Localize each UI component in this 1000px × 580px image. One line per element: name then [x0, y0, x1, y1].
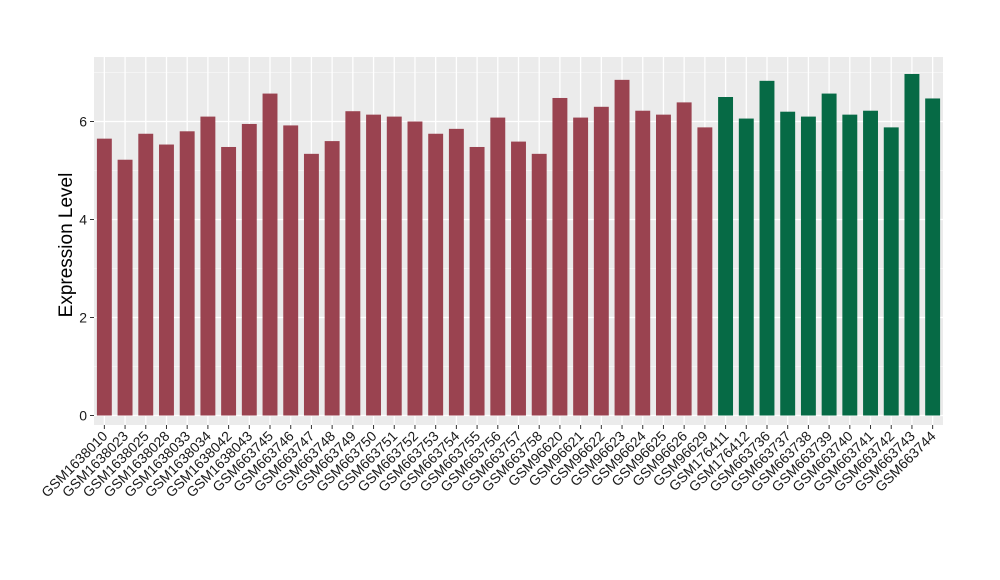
- bar: [593, 106, 609, 416]
- bar: [283, 125, 299, 416]
- bar: [656, 114, 671, 416]
- bar: [552, 97, 568, 416]
- bar: [138, 133, 154, 416]
- bar: [303, 153, 319, 416]
- bar: [366, 114, 381, 416]
- bar: [448, 128, 464, 416]
- bar: [262, 93, 278, 416]
- bar: [159, 144, 174, 416]
- bars: [96, 73, 941, 416]
- bar: [179, 131, 195, 416]
- x-axis: GSM1638010GSM1638023GSM1638025GSM1638028…: [38, 425, 939, 500]
- bar: [221, 146, 237, 416]
- bar: [800, 116, 816, 416]
- bar: [324, 141, 340, 416]
- bar: [573, 117, 589, 416]
- bar: [407, 121, 423, 416]
- bar: [904, 73, 920, 416]
- bar: [428, 133, 444, 416]
- bar: [241, 123, 257, 416]
- bar: [883, 127, 899, 416]
- bar: [345, 111, 361, 416]
- bar: [863, 110, 878, 416]
- bar: [200, 116, 216, 416]
- y-axis-title: Expression Level: [56, 173, 77, 318]
- y-axis: 0 2 4 6: [79, 114, 94, 424]
- bar: [490, 117, 506, 416]
- bar: [676, 102, 692, 416]
- bar: [738, 118, 754, 416]
- bar: [635, 110, 651, 416]
- bar: [96, 138, 112, 416]
- bar: [821, 93, 837, 416]
- bar: [117, 159, 133, 416]
- bar: [469, 146, 485, 416]
- bar: [511, 141, 526, 416]
- bar: [697, 127, 713, 416]
- y-tick-label: 6: [79, 114, 87, 130]
- y-tick-label: 2: [79, 310, 87, 326]
- y-tick-label: 4: [79, 212, 87, 228]
- bar: [718, 97, 734, 416]
- y-tick-label: 0: [79, 408, 87, 424]
- bar: [614, 79, 630, 416]
- bar: [842, 114, 858, 416]
- bar: [925, 98, 941, 416]
- bar: [531, 153, 547, 416]
- bar: [780, 111, 796, 416]
- bar: [759, 80, 775, 416]
- bar: [386, 116, 402, 416]
